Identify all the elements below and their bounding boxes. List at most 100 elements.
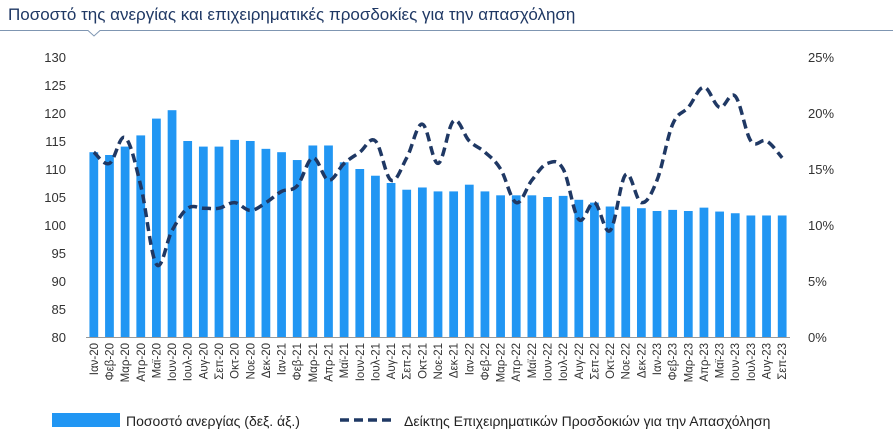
bar xyxy=(245,141,255,337)
legend-bar-label: Ποσοστό ανεργίας (δεξ. άξ.) xyxy=(126,413,300,429)
left-axis-tick-label: 80 xyxy=(52,330,66,345)
bar xyxy=(511,195,521,337)
bar xyxy=(590,202,599,337)
right-axis-tick-label: 15% xyxy=(808,162,834,177)
bar xyxy=(277,152,286,337)
chart-title: Ποσοστό της ανεργίας και επιχειρηματικές… xyxy=(8,5,576,24)
x-axis-tick-label: Οκτ-21 xyxy=(417,343,429,379)
bar xyxy=(574,199,584,337)
bar xyxy=(105,155,114,337)
x-axis-tick-label: Σεπ-20 xyxy=(214,343,226,380)
x-axis-tick-label: Ιουν-23 xyxy=(730,343,742,381)
left-axis-tick-label: 110 xyxy=(45,162,66,177)
bar xyxy=(308,145,318,337)
x-axis-tick-label: Ιουλ-23 xyxy=(746,343,758,381)
bar xyxy=(120,146,130,337)
x-axis-tick-label: Απρ-21 xyxy=(323,343,335,382)
x-axis-tick-label: Μαρ-21 xyxy=(308,343,320,382)
bar xyxy=(136,135,146,337)
bar xyxy=(214,146,224,337)
left-axis-tick-label: 95 xyxy=(52,246,66,261)
x-axis-tick-label: Σεπ-21 xyxy=(402,343,414,380)
bar xyxy=(386,183,396,337)
x-axis-tick-label: Αυγ-23 xyxy=(762,343,774,379)
right-axis-tick-label: 20% xyxy=(808,106,834,121)
bar xyxy=(715,211,724,337)
legend: Ποσοστό ανεργίας (δεξ. άξ.) Δείκτης Επιχ… xyxy=(52,413,770,429)
bar xyxy=(777,215,787,337)
right-axis: 0% 5% 10% 15% 20% 25% xyxy=(808,50,834,345)
x-axis-tick-label: Φεβ-21 xyxy=(292,343,304,381)
x-axis-tick-label: Οκτ-20 xyxy=(230,343,242,379)
x-axis-tick-label: Αυγ-22 xyxy=(574,343,586,379)
left-axis-tick-label: 90 xyxy=(52,274,66,289)
bar xyxy=(527,195,537,337)
bar xyxy=(543,197,552,337)
x-axis-tick-label: Μαϊ-23 xyxy=(715,343,727,378)
x-axis-tick-label: Απρ-22 xyxy=(511,343,523,382)
left-axis-tick-label: 85 xyxy=(52,302,66,317)
x-axis-tick-label: Φεβ-23 xyxy=(668,343,680,381)
x-axis-tick-label: Δεκ-21 xyxy=(449,343,461,378)
bar xyxy=(621,206,631,337)
x-axis-tick-label: Ιουν-21 xyxy=(355,343,367,381)
bar xyxy=(730,213,740,337)
x-axis-tick-label: Μαϊ-20 xyxy=(151,343,163,378)
bar xyxy=(683,211,693,337)
x-axis-tick-label: Απρ-20 xyxy=(136,343,148,382)
bar xyxy=(417,187,427,337)
bar xyxy=(558,195,568,337)
bar xyxy=(699,207,709,337)
x-axis-tick-label: Ιαν-21 xyxy=(277,343,289,375)
bar xyxy=(371,175,380,337)
x-axis-tick-label: Σεπ-23 xyxy=(777,343,789,380)
legend-bar-swatch xyxy=(52,413,120,427)
bar xyxy=(652,211,662,337)
x-axis-tick-label: Ιουν-22 xyxy=(543,343,555,381)
right-axis-tick-label: 5% xyxy=(808,274,827,289)
bar xyxy=(746,215,756,337)
left-axis: 80 85 90 95 100 105 110 115 120 125 130 xyxy=(44,50,66,345)
left-axis-tick-label: 125 xyxy=(44,78,66,93)
left-axis-tick-label: 105 xyxy=(44,190,66,205)
x-axis-tick-label: Νοε-22 xyxy=(621,343,633,379)
x-axis-tick-label: Ιαν-22 xyxy=(464,343,476,375)
bar xyxy=(668,209,678,337)
bar xyxy=(324,145,333,337)
bar xyxy=(433,191,443,337)
x-axis-tick-label: Απρ-23 xyxy=(699,343,711,382)
bar xyxy=(762,215,771,337)
bar xyxy=(464,184,474,337)
bar xyxy=(198,146,208,337)
x-axis-tick-label: Μαρ-22 xyxy=(496,343,508,382)
x-axis-tick-label: Ιαν-20 xyxy=(89,343,101,375)
bar xyxy=(152,118,161,337)
x-axis-tick-label: Ιουλ-22 xyxy=(558,343,570,381)
line-series xyxy=(92,85,784,268)
x-axis-tick-label: Φεβ-20 xyxy=(104,343,116,381)
x-axis: Ιαν-20 Φεβ-20 Μαρ-20 Απρ-20 Μαϊ-20 Ιουν-20 Ιου… xyxy=(86,337,790,382)
x-axis-tick-label: Σεπ-22 xyxy=(589,343,601,380)
right-axis-tick-label: 10% xyxy=(808,218,834,233)
x-axis-tick-label: Ιουλ-20 xyxy=(183,343,195,381)
bar xyxy=(402,189,412,337)
bar xyxy=(480,191,490,337)
line-path xyxy=(92,85,784,268)
x-axis-tick-label: Ιουν-20 xyxy=(167,343,179,381)
x-axis-tick-label: Μαϊ-22 xyxy=(527,343,539,378)
right-axis-tick-label: 0% xyxy=(808,330,827,345)
x-axis-tick-label: Ιουλ-21 xyxy=(370,343,382,381)
bar xyxy=(355,169,365,337)
bar xyxy=(339,162,349,337)
right-axis-tick-label: 25% xyxy=(808,50,834,65)
bar xyxy=(605,206,615,337)
x-axis-tick-label: Νοε-21 xyxy=(433,343,445,379)
left-axis-tick-label: 130 xyxy=(44,50,66,65)
x-axis-tick-label: Δεκ-20 xyxy=(261,343,273,378)
x-axis-tick-label: Ιαν-23 xyxy=(652,343,664,375)
bar xyxy=(449,191,459,337)
left-axis-tick-label: 120 xyxy=(44,106,66,121)
x-axis-tick-label: Μαϊ-21 xyxy=(339,343,351,378)
x-axis-tick-label: Μαρ-23 xyxy=(683,343,695,382)
